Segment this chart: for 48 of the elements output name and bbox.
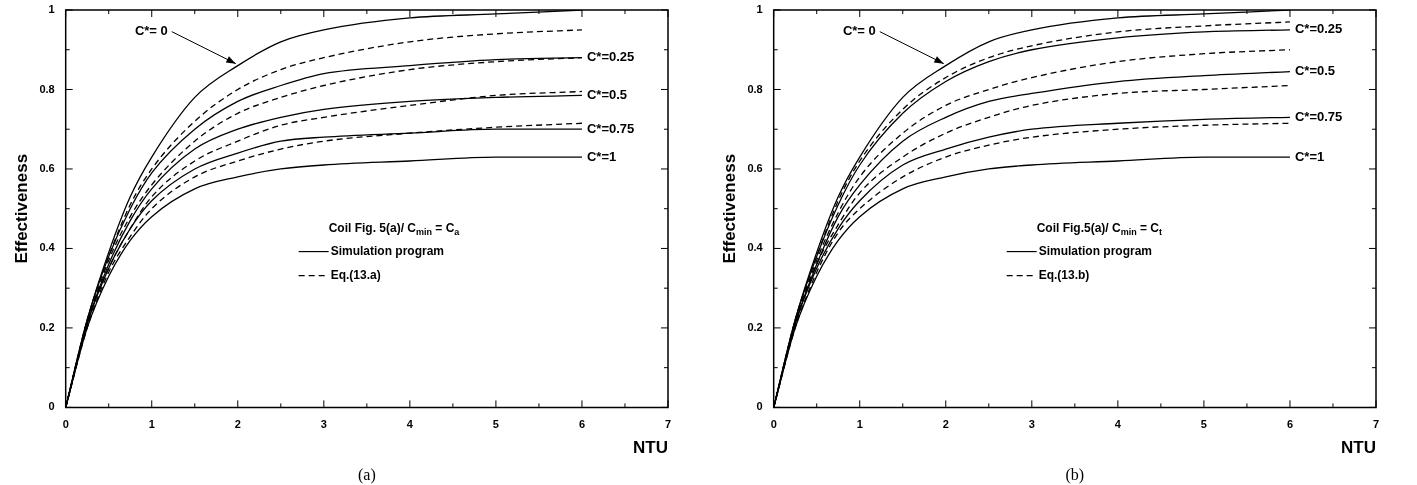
annotation: C*=1 — [586, 148, 617, 164]
x-axis-title: NTU — [633, 438, 668, 458]
legend-label: Simulation program — [1038, 243, 1152, 258]
y-tick-label: 0.2 — [39, 320, 55, 333]
legend-label: Simulation program — [330, 243, 444, 258]
x-tick-label: 2 — [942, 418, 949, 431]
annotation: C*=0.5 — [1294, 63, 1336, 79]
y-tick-label: 0.4 — [747, 241, 764, 254]
y-tick-label: 0.4 — [39, 241, 56, 254]
text: (b) — [1065, 466, 1085, 485]
x-tick-label: 3 — [320, 418, 327, 431]
x-tick-label: 3 — [1028, 418, 1035, 431]
legend-label: Eq.(13.a) — [330, 267, 381, 282]
x-tick-label: 4 — [1114, 418, 1122, 431]
x-tick-label: 5 — [1200, 418, 1207, 431]
x-tick-label: 7 — [1372, 418, 1380, 431]
x-tick-label: 0 — [62, 418, 69, 431]
annotation: C*= 0 — [134, 23, 168, 39]
x-tick-label: 1 — [148, 418, 155, 431]
y-tick-label: 0 — [48, 400, 55, 413]
x-tick-label: 2 — [234, 418, 241, 431]
y-tick-label: 0.2 — [747, 320, 763, 333]
x-tick-label: 6 — [1286, 418, 1294, 431]
y-tick-label: 0.8 — [747, 82, 763, 95]
annotation: C*=0.75 — [1294, 108, 1343, 124]
x-tick-label: 4 — [406, 418, 414, 431]
x-tick-label: 6 — [578, 418, 586, 431]
y-tick-label: 1 — [756, 3, 763, 16]
x-tick-label: 1 — [856, 418, 863, 431]
annotation: C*=0.75 — [586, 120, 635, 136]
legend-label: Eq.(13.b) — [1038, 267, 1090, 282]
x-tick-label: 0 — [770, 418, 777, 431]
x-tick-label: 5 — [492, 418, 499, 431]
annotation: C*=1 — [1294, 148, 1325, 164]
y-tick-label: 1 — [48, 3, 55, 16]
y-tick-label: 0 — [756, 400, 763, 413]
x-axis-title: NTU — [1341, 438, 1376, 458]
x-tick-label: 7 — [664, 418, 672, 431]
y-axis-title: Effectiveness — [11, 153, 31, 264]
y-tick-label: 0.6 — [39, 161, 55, 174]
y-tick-label: 0.6 — [747, 161, 763, 174]
y-axis-title: Effectiveness — [719, 153, 739, 264]
text: (a) — [357, 466, 376, 485]
annotation: C*= 0 — [842, 23, 876, 39]
annotation: C*=0.5 — [586, 87, 628, 103]
y-tick-label: 0.8 — [39, 82, 55, 95]
annotation: C*=0.25 — [1294, 21, 1343, 37]
annotation: C*=0.25 — [586, 49, 635, 65]
